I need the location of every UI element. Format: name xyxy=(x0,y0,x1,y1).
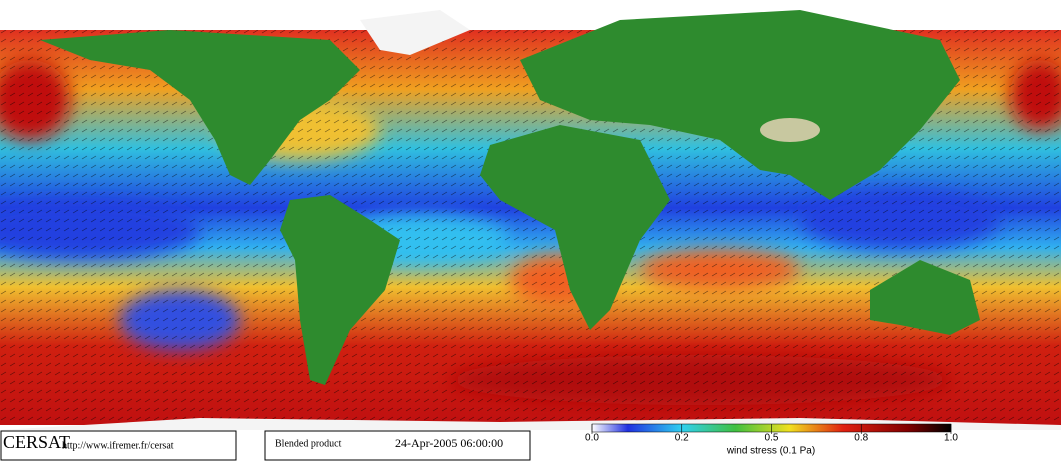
source-box xyxy=(0,430,237,461)
timestamp: 24-Apr-2005 06:00:00 xyxy=(395,436,503,450)
colorbar-tick-label: 0.5 xyxy=(765,433,779,444)
source-url: http://www.ifremer.fr/cersat xyxy=(62,440,174,451)
product-box xyxy=(264,430,531,461)
logo: CERSAT xyxy=(3,432,70,452)
land xyxy=(0,10,1061,430)
colorbar-tick-label: 0.2 xyxy=(675,433,689,444)
colorbar-label: wind stress (0.1 Pa) xyxy=(726,446,815,457)
product-name: Blended product xyxy=(275,438,342,449)
colorbar-tick-label: 0.8 xyxy=(854,433,868,444)
colorbar-tick-label: 1.0 xyxy=(944,433,958,444)
colorbar-tick-label: 0.0 xyxy=(585,433,599,444)
